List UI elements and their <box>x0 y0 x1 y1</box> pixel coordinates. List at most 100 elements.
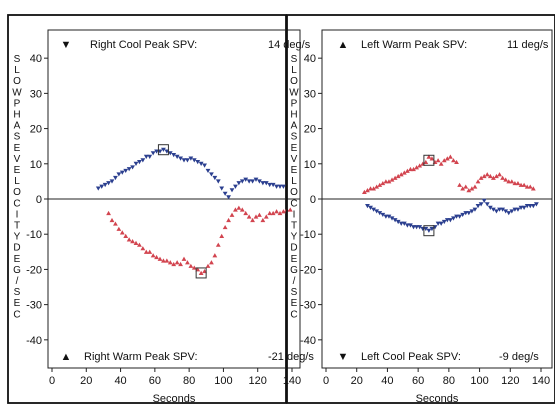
right-data-point <box>374 184 380 189</box>
right-data-point <box>368 205 373 211</box>
left-data-point <box>226 195 231 200</box>
right-y-axis-label-char: L <box>291 65 297 76</box>
left-data-point <box>174 260 180 265</box>
right-data-point <box>383 179 389 184</box>
left-data-point <box>229 212 235 217</box>
right-data-point <box>451 158 456 163</box>
left-data-point <box>274 184 279 189</box>
right-peak-marker-box <box>423 225 435 237</box>
right-data-point <box>441 158 447 163</box>
left-y-tick-label: -10 <box>26 229 42 241</box>
right-data-point <box>509 179 515 184</box>
left-y-axis-label-char: E <box>14 165 21 176</box>
right-data-point <box>417 163 423 168</box>
left-data-point <box>147 249 153 254</box>
left-data-point <box>219 186 225 191</box>
left-data-point <box>260 217 266 223</box>
right-data-point <box>481 173 487 179</box>
right-data-point <box>503 209 509 214</box>
right-y-tick-label: 10 <box>304 159 316 171</box>
right-data-point <box>484 202 490 207</box>
left-data-point <box>205 263 211 268</box>
left-data-point <box>222 191 228 196</box>
right-data-point <box>371 186 377 191</box>
left-data-point <box>167 151 173 156</box>
left-data-point <box>281 209 286 214</box>
right-data-point <box>506 211 512 216</box>
left-data-point <box>119 170 125 175</box>
right-data-point <box>497 207 502 212</box>
right-data-point <box>527 204 533 209</box>
right-data-point <box>389 216 395 221</box>
left-y-tick-label: -30 <box>26 300 42 312</box>
right-data-point <box>365 187 370 193</box>
right-data-point <box>383 214 389 219</box>
right-data-point <box>466 187 472 193</box>
left-data-point <box>133 240 139 246</box>
right-data-point <box>417 225 423 230</box>
right-data-point <box>494 173 499 179</box>
left-x-tick-label: 140 <box>283 375 301 387</box>
right-data-point <box>466 211 472 216</box>
left-data-point <box>267 182 273 188</box>
right-data-point <box>447 218 453 223</box>
left-data-point <box>137 242 142 247</box>
right-data-point <box>392 218 398 223</box>
left-data-point <box>236 205 242 210</box>
left-data-point <box>274 209 279 214</box>
right-data-point <box>444 156 450 161</box>
left-data-point <box>99 184 105 189</box>
left-y-axis-label-char: Y <box>14 232 21 243</box>
right-y-axis-label-char: V <box>291 154 298 165</box>
left-data-point <box>147 154 153 159</box>
right-y-axis-label-char: / <box>293 276 296 287</box>
left-data-point <box>113 175 118 181</box>
right-data-point <box>530 204 536 209</box>
left-data-point <box>126 237 132 242</box>
left-data-point <box>109 217 115 223</box>
left-data-point <box>239 179 245 184</box>
left-data-point <box>150 253 156 258</box>
left-data-point <box>209 260 214 265</box>
right-data-point <box>527 184 533 189</box>
left-data-point <box>270 182 276 188</box>
left-data-point <box>212 253 218 258</box>
right-legend-bottom-marker: ▼ <box>338 351 349 363</box>
right-data-point <box>506 179 512 184</box>
left-data-point <box>267 210 273 216</box>
right-x-tick-label: 80 <box>443 375 455 387</box>
right-data-point <box>408 166 413 172</box>
left-y-tick-label: 40 <box>30 53 42 65</box>
right-data-point <box>377 182 383 187</box>
left-data-point <box>161 147 166 152</box>
right-y-axis-label-char: W <box>289 87 299 98</box>
left-peak-marker-box <box>195 267 207 279</box>
right-y-axis-label-char: G <box>290 265 298 276</box>
left-y-tick-label: -20 <box>26 264 42 276</box>
left-data-point <box>270 210 276 216</box>
left-legend-bottom-value: -21 deg/s <box>268 351 314 363</box>
right-data-point <box>460 212 466 218</box>
left-data-point <box>188 263 194 268</box>
left-data-point <box>246 179 252 184</box>
left-y-tick-label: 20 <box>30 124 42 136</box>
left-y-axis-label-char: E <box>14 254 21 265</box>
right-data-point <box>398 172 404 177</box>
left-data-point <box>171 152 177 158</box>
left-data-point <box>154 149 159 154</box>
left-data-point <box>140 158 146 163</box>
right-y-axis-label-char: E <box>291 143 298 154</box>
left-y-axis-label-char: V <box>14 154 21 165</box>
right-data-point <box>398 221 404 226</box>
left-data-point <box>281 184 286 189</box>
right-panel-frame <box>286 14 555 404</box>
right-y-axis-label-char: E <box>291 298 298 309</box>
left-data-point <box>277 184 283 189</box>
left-data-point <box>178 156 183 161</box>
left-y-axis-label-char: C <box>13 309 20 320</box>
right-data-point <box>509 209 515 214</box>
right-y-axis-label-char: A <box>291 121 298 132</box>
left-data-point <box>191 265 197 270</box>
right-data-point <box>497 172 502 177</box>
